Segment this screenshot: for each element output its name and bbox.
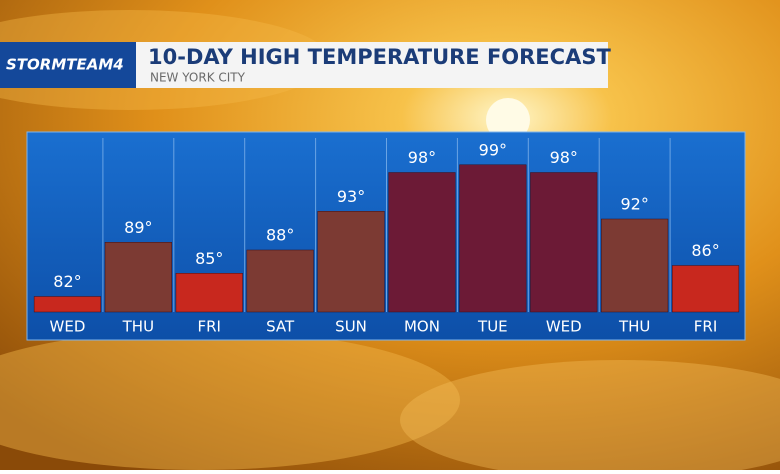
bar (671, 265, 740, 313)
bar (317, 211, 385, 313)
bar (33, 296, 102, 313)
x-tick-label: THU (618, 318, 650, 336)
value-label: 92° (620, 195, 648, 214)
value-label: 98° (550, 148, 578, 167)
value-label: 88° (266, 226, 294, 245)
value-label: 85° (195, 249, 223, 268)
x-tick-label: FRI (694, 318, 717, 336)
bar (601, 218, 669, 313)
x-tick-label: SUN (335, 318, 367, 336)
x-tick-label: WED (546, 318, 582, 336)
cloud (400, 360, 780, 474)
x-tick-label: TUE (477, 318, 508, 336)
bar (530, 172, 598, 313)
brand: STORMTEAM4 (6, 56, 124, 74)
x-tick-label: WED (50, 318, 86, 336)
value-label: 93° (337, 187, 365, 206)
bar (459, 164, 527, 313)
bar (104, 242, 172, 313)
bar (175, 273, 243, 313)
chart-title: 10-DAY HIGH TEMPERATURE FORECAST (148, 45, 611, 69)
x-tick-label: MON (404, 318, 440, 336)
value-label: 98° (408, 148, 436, 167)
value-label: 86° (691, 241, 719, 260)
x-tick-label: THU (122, 318, 154, 336)
bar (388, 172, 456, 313)
value-label: 82° (53, 272, 81, 291)
brand-box (0, 42, 136, 88)
x-tick-label: FRI (198, 318, 221, 336)
bar (246, 249, 314, 313)
x-tick-label: SAT (266, 318, 295, 336)
chart-subtitle: NEW YORK CITY (150, 71, 246, 85)
value-label: 99° (479, 140, 507, 159)
value-label: 89° (124, 218, 152, 237)
sun (486, 98, 530, 142)
cloud (0, 330, 460, 470)
title-box (136, 42, 608, 88)
